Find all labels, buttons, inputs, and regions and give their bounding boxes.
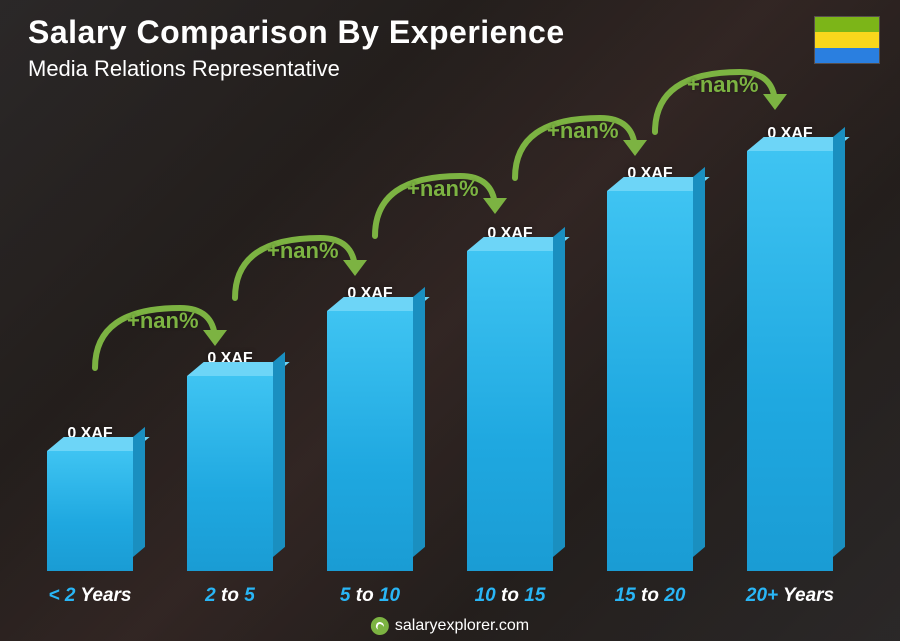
x-axis: < 2 Years2 to 55 to 1010 to 1515 to 2020… [20,585,860,607]
bar-group-5: 0 XAF [720,110,860,571]
bar-front-face [187,376,273,571]
bar-side-face [553,227,565,557]
bar-front-face [467,251,553,571]
bar-side-face [273,352,285,557]
flag-stripe-bottom [815,48,879,63]
flag-stripe-middle [815,32,879,47]
bar-side-face [413,287,425,557]
x-label-1: 2 to 5 [160,585,300,607]
bar-side-face [133,427,145,557]
bar-front-face [47,451,133,571]
bar [607,191,693,571]
bar-front-face [607,191,693,571]
chart-title: Salary Comparison By Experience [28,14,565,51]
bar-group-0: 0 XAF [20,110,160,571]
bar [187,376,273,571]
flag-stripe-top [815,17,879,32]
bar-side-face [693,167,705,557]
bar-group-4: 0 XAF [580,110,720,571]
country-flag-gabon [814,16,880,64]
x-label-3: 10 to 15 [440,585,580,607]
bar [747,151,833,571]
bar-front-face [747,151,833,571]
bar [47,451,133,571]
growth-label: +nan% [687,72,759,98]
footer-logo: salaryexplorer.com [371,617,529,635]
bar-group-1: 0 XAF [160,110,300,571]
bar-group-3: 0 XAF [440,110,580,571]
bar [467,251,553,571]
salaryexplorer-icon [371,617,389,635]
x-label-2: 5 to 10 [300,585,440,607]
bar [327,311,413,571]
x-label-4: 15 to 20 [580,585,720,607]
footer-text: salaryexplorer.com [395,617,529,635]
x-label-5: 20+ Years [720,585,860,607]
salary-chart: Salary Comparison By Experience Media Re… [0,0,900,641]
bar-front-face [327,311,413,571]
bar-group-2: 0 XAF [300,110,440,571]
bars-area: 0 XAF0 XAF0 XAF0 XAF0 XAF0 XAF [20,110,860,571]
chart-subtitle: Media Relations Representative [28,56,340,82]
x-label-0: < 2 Years [20,585,160,607]
bar-side-face [833,127,845,557]
